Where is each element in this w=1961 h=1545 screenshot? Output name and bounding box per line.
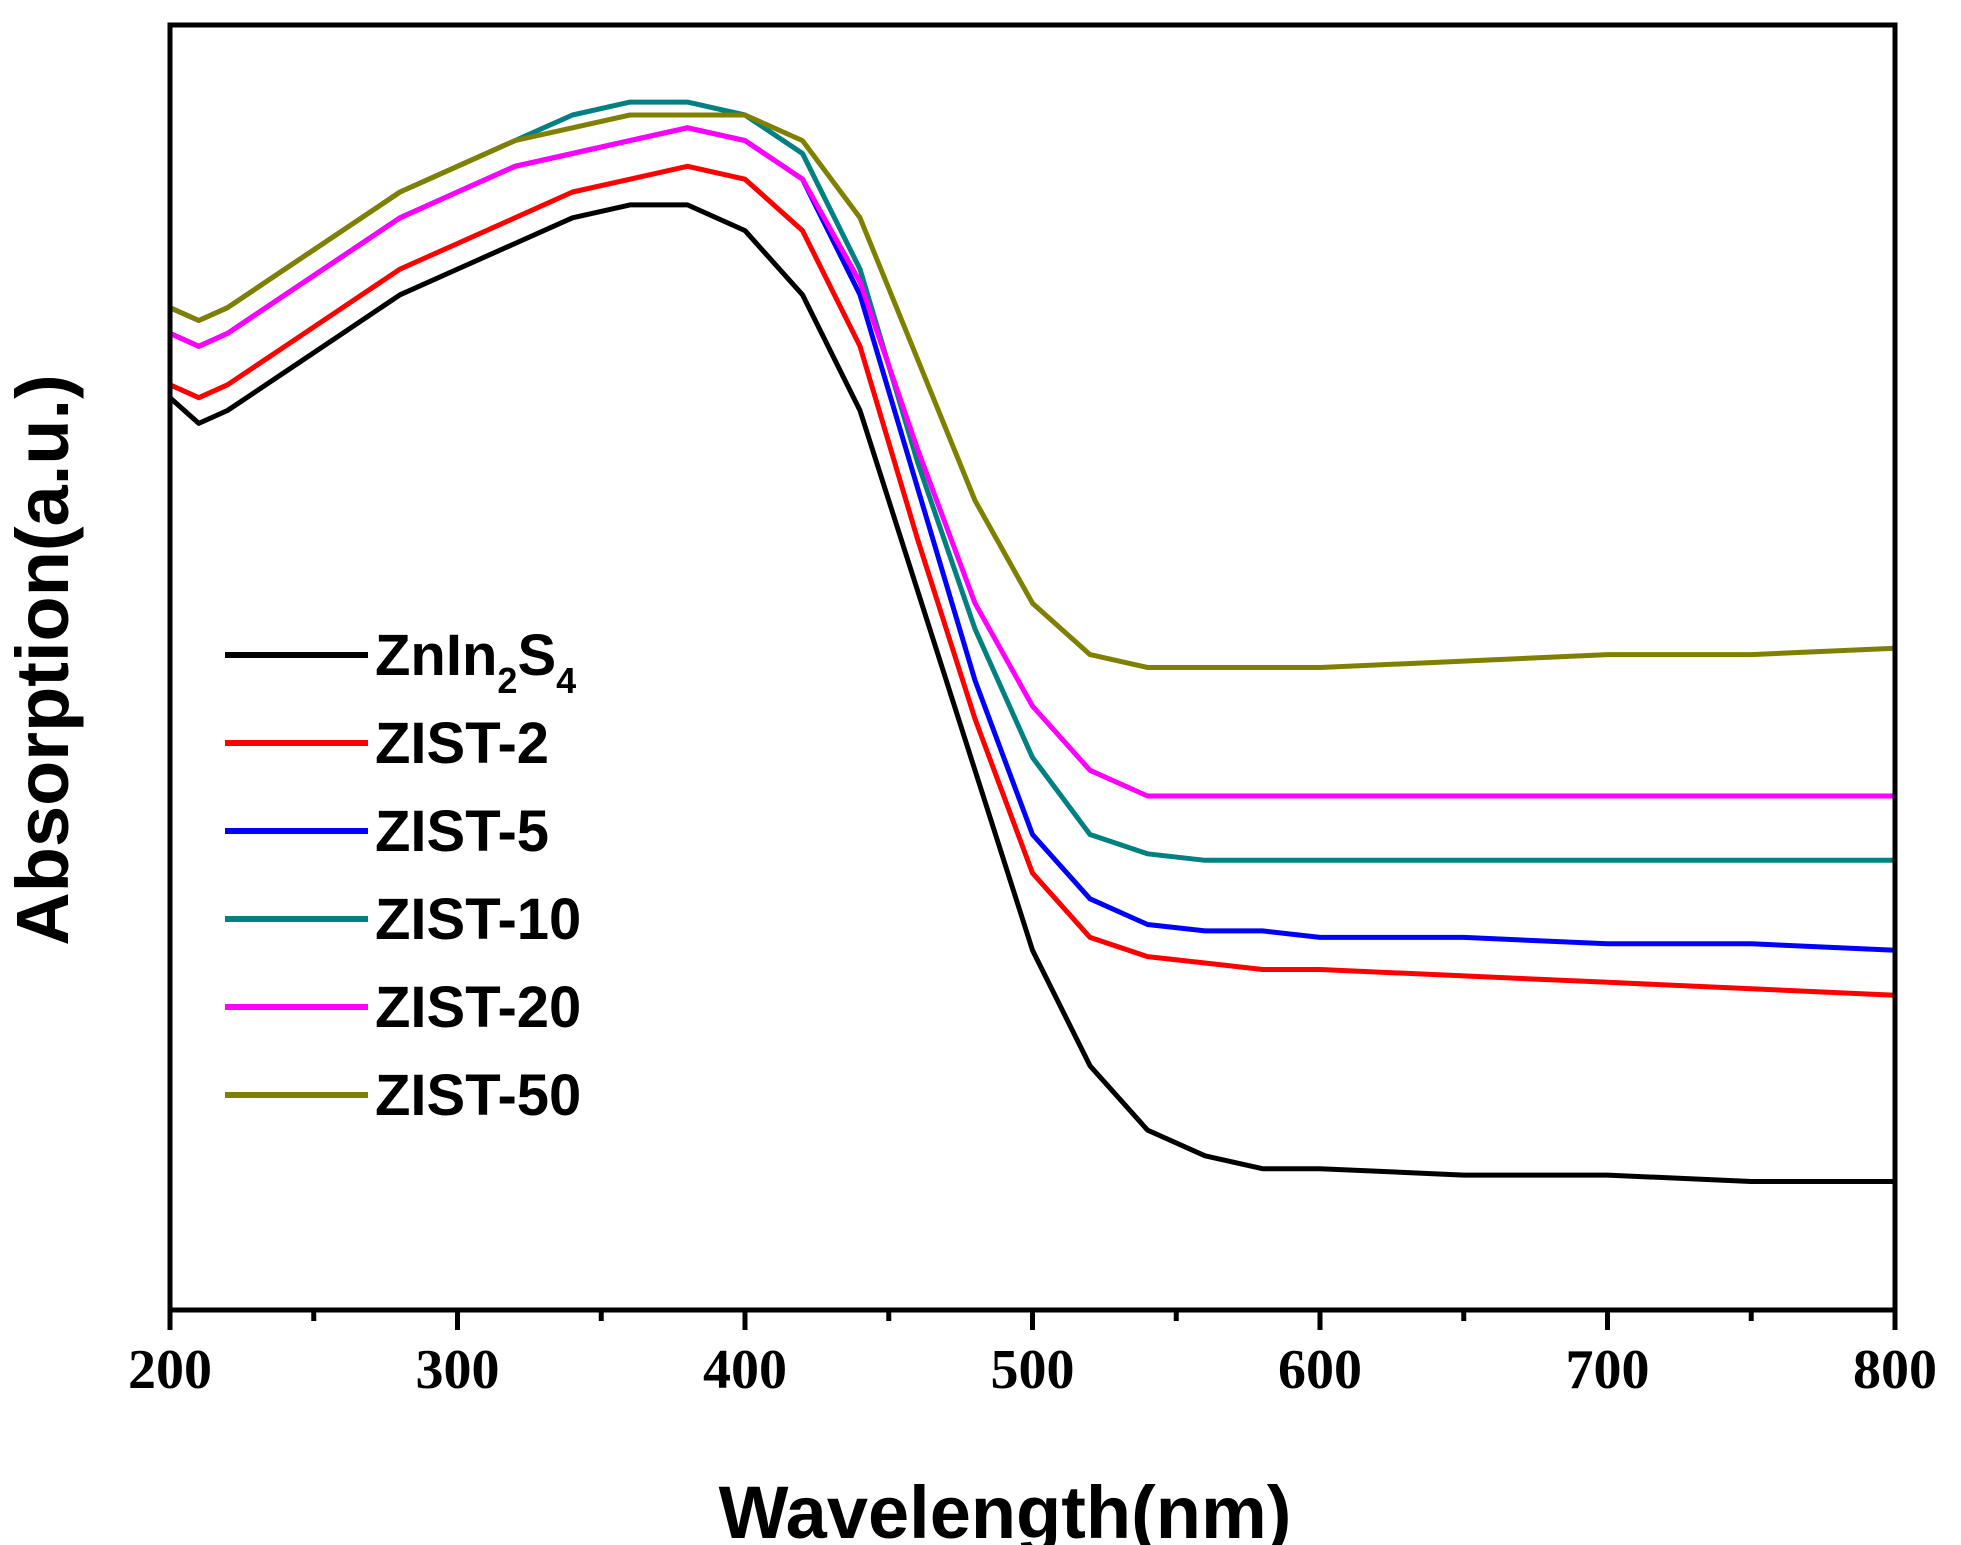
series-line-zist-2	[168, 163, 1896, 998]
legend-label-zist-20: ZIST-20	[375, 975, 581, 1040]
x-tick-label: 200	[128, 1339, 212, 1401]
x-axis-title: Wavelength(nm)	[719, 1471, 1292, 1545]
legend-label-zist-2: ZIST-2	[375, 711, 549, 776]
legend-label-zist-5: ZIST-5	[375, 799, 549, 864]
x-tick-label: 600	[1278, 1339, 1362, 1401]
legend-label-zist-50: ZIST-50	[375, 1063, 581, 1128]
x-tick-label: 400	[703, 1339, 787, 1401]
x-axis-ticks: 200 300 400 500 600 700 800	[128, 1310, 1937, 1401]
series-line-zist-20	[168, 125, 1895, 799]
series-lines	[168, 99, 1896, 1184]
series-line-zist-50	[168, 112, 1896, 670]
legend: ZnIn2S4 ZIST-2 ZIST-5 ZIST-10 ZIST-20 ZIST-50	[225, 623, 581, 1128]
x-tick-label: 500	[991, 1339, 1075, 1401]
y-axis-title: Absorption(a.u.)	[1, 374, 84, 945]
x-tick-label: 300	[416, 1339, 500, 1401]
legend-label-zist-10: ZIST-10	[375, 887, 581, 952]
x-tick-label: 700	[1566, 1339, 1650, 1401]
series-line-znin2s4	[168, 202, 1895, 1184]
x-tick-label: 800	[1853, 1339, 1937, 1401]
legend-label-znin2s4: ZnIn2S4	[375, 623, 576, 701]
